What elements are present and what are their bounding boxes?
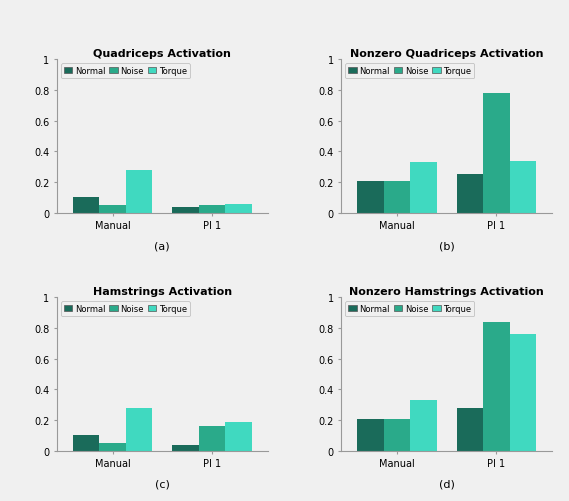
- Text: (d): (d): [439, 478, 455, 488]
- Bar: [483, 94, 509, 213]
- Bar: [357, 419, 384, 451]
- Bar: [172, 207, 199, 213]
- Title: Nonzero Hamstrings Activation: Nonzero Hamstrings Activation: [349, 287, 544, 297]
- Legend: Normal, Noise, Torque: Normal, Noise, Torque: [61, 64, 190, 79]
- Bar: [384, 181, 410, 213]
- Bar: [509, 335, 536, 451]
- Legend: Normal, Noise, Torque: Normal, Noise, Torque: [61, 302, 190, 317]
- Bar: [410, 400, 436, 451]
- Bar: [126, 170, 152, 213]
- Bar: [509, 161, 536, 213]
- Bar: [483, 322, 509, 451]
- Text: (a): (a): [154, 241, 170, 251]
- Bar: [410, 163, 436, 213]
- Legend: Normal, Noise, Torque: Normal, Noise, Torque: [345, 64, 474, 79]
- Legend: Normal, Noise, Torque: Normal, Noise, Torque: [345, 302, 474, 317]
- Bar: [100, 443, 126, 451]
- Bar: [73, 435, 100, 451]
- Bar: [384, 419, 410, 451]
- Bar: [456, 408, 483, 451]
- Bar: [357, 181, 384, 213]
- Title: Nonzero Quadriceps Activation: Nonzero Quadriceps Activation: [350, 50, 543, 59]
- Bar: [100, 206, 126, 213]
- Bar: [126, 408, 152, 451]
- Text: (b): (b): [439, 241, 455, 251]
- Bar: [199, 426, 225, 451]
- Title: Quadriceps Activation: Quadriceps Activation: [93, 50, 231, 59]
- Text: (c): (c): [155, 478, 170, 488]
- Title: Hamstrings Activation: Hamstrings Activation: [93, 287, 232, 297]
- Bar: [172, 445, 199, 451]
- Bar: [73, 198, 100, 213]
- Bar: [225, 204, 251, 213]
- Bar: [199, 206, 225, 213]
- Bar: [456, 175, 483, 213]
- Bar: [225, 422, 251, 451]
